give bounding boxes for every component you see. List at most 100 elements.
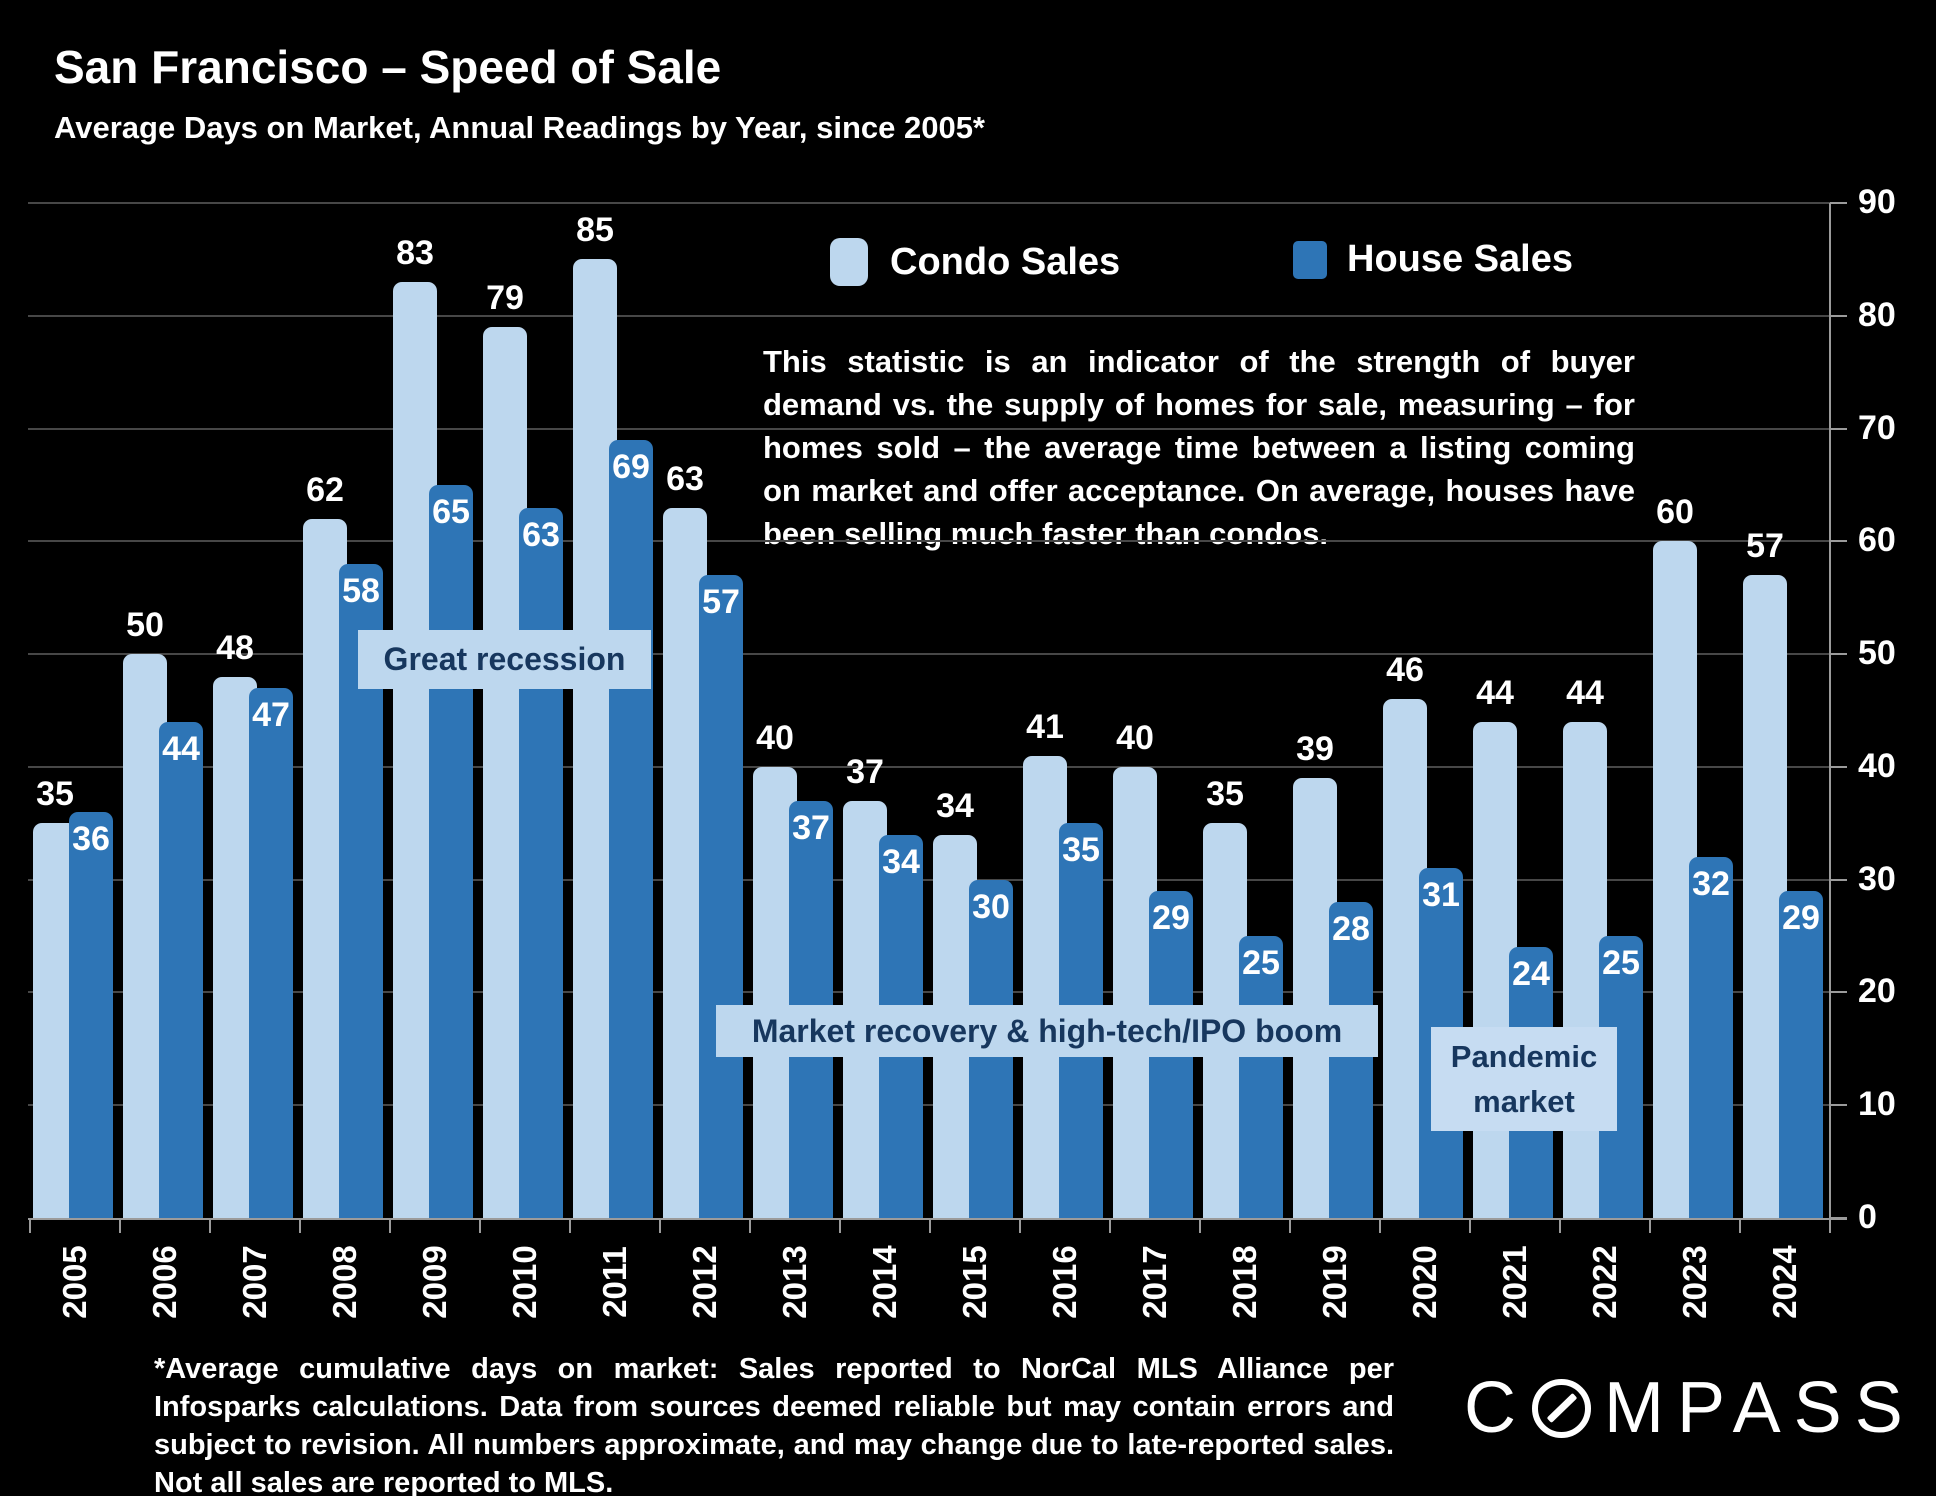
year-label-2012: 2012 — [686, 1245, 723, 1319]
bar-label-house-2016: 35 — [1062, 831, 1100, 870]
bar-house-2005 — [69, 812, 113, 1218]
bar-label-condo-2006: 50 — [126, 606, 164, 645]
bar-label-condo-2014: 37 — [846, 752, 884, 791]
y-tick-label: 30 — [1858, 859, 1896, 898]
x-axis-tick — [1019, 1218, 1021, 1233]
year-label-2006: 2006 — [146, 1245, 183, 1319]
x-axis-tick — [929, 1218, 931, 1233]
x-axis-tick — [119, 1218, 121, 1233]
x-axis-tick — [1739, 1218, 1741, 1233]
bar-label-condo-2020: 46 — [1386, 651, 1424, 690]
x-axis-tick — [209, 1218, 211, 1233]
legend-house-label: House Sales — [1347, 238, 1573, 280]
bar-label-house-2017: 29 — [1152, 898, 1190, 937]
year-label-2024: 2024 — [1766, 1245, 1803, 1319]
bar-label-house-2024: 29 — [1782, 898, 1820, 937]
annotation-great-recession: Great recession — [358, 630, 651, 689]
bar-label-condo-2008: 62 — [306, 470, 344, 509]
bar-label-house-2006: 44 — [162, 729, 200, 768]
legend-condo: Condo Sales — [830, 238, 1120, 286]
description-text: This statistic is an indicator of the st… — [763, 344, 1635, 551]
y-axis-tick — [1830, 202, 1847, 204]
y-tick-label: 60 — [1858, 521, 1896, 560]
bar-label-condo-2012: 63 — [666, 459, 704, 498]
annotation-market-recovery: Market recovery & high-tech/IPO boom — [716, 1005, 1378, 1057]
page-subtitle: Average Days on Market, Annual Readings … — [54, 110, 985, 145]
bar-label-condo-2017: 40 — [1116, 718, 1154, 757]
x-axis-tick — [749, 1218, 751, 1233]
bar-label-condo-2021: 44 — [1476, 673, 1514, 712]
house-swatch-icon — [1293, 240, 1327, 279]
gridline — [28, 314, 1830, 317]
year-label-2021: 2021 — [1496, 1245, 1533, 1319]
gridline — [28, 202, 1830, 204]
bar-house-2007 — [249, 687, 293, 1218]
bar-label-condo-2009: 83 — [396, 233, 434, 272]
bar-label-condo-2011: 85 — [576, 211, 614, 250]
gridline — [28, 1104, 1830, 1107]
year-label-2007: 2007 — [236, 1245, 273, 1319]
x-axis-tick — [389, 1218, 391, 1233]
bar-label-condo-2018: 35 — [1206, 775, 1244, 814]
bar-label-condo-2019: 39 — [1296, 730, 1334, 769]
y-tick-label: 90 — [1858, 183, 1896, 221]
bar-label-condo-2023: 60 — [1656, 493, 1694, 532]
year-label-2009: 2009 — [416, 1245, 453, 1319]
bar-label-house-2005: 36 — [72, 820, 110, 858]
x-axis-tick — [1199, 1218, 1201, 1233]
legend-condo-label: Condo Sales — [890, 240, 1121, 283]
y-tick-label: 70 — [1858, 408, 1896, 447]
year-label-2005: 2005 — [56, 1245, 93, 1319]
x-axis-tick — [1829, 1218, 1831, 1233]
bar-label-house-2009: 65 — [432, 492, 470, 531]
year-label-2017: 2017 — [1136, 1245, 1173, 1319]
y-axis-tick — [1830, 1104, 1847, 1107]
gridline — [28, 540, 1830, 543]
y-axis-tick — [1830, 540, 1847, 543]
x-axis-tick — [479, 1218, 481, 1233]
x-axis-line — [28, 1218, 1847, 1220]
y-axis-line — [1829, 203, 1831, 1218]
year-label-2016: 2016 — [1046, 1245, 1083, 1319]
bar-label-house-2012: 57 — [702, 583, 740, 622]
x-axis-tick — [1469, 1218, 1471, 1233]
year-label-2008: 2008 — [326, 1245, 363, 1319]
x-axis-tick — [659, 1218, 661, 1233]
y-tick-label: 80 — [1858, 295, 1896, 334]
bar-house-2023 — [1689, 857, 1733, 1218]
y-axis-tick — [1830, 878, 1847, 881]
bar-label-house-2023: 32 — [1692, 865, 1730, 904]
y-tick-label: 50 — [1858, 634, 1896, 673]
compass-o-icon — [1532, 1378, 1591, 1438]
bar-label-house-2010: 63 — [522, 515, 560, 554]
bar-label-condo-2007: 48 — [216, 628, 254, 667]
bar-label-condo-2015: 34 — [936, 786, 974, 825]
bar-label-house-2020: 31 — [1422, 876, 1460, 915]
footnote-text: *Average cumulative days on market: Sale… — [154, 1353, 1394, 1496]
year-label-2014: 2014 — [866, 1245, 903, 1319]
page-title: San Francisco – Speed of Sale — [54, 41, 722, 93]
bar-label-condo-2005: 35 — [36, 775, 74, 814]
bar-label-house-2022: 25 — [1602, 944, 1640, 983]
y-axis-tick — [1830, 765, 1847, 768]
x-axis-tick — [569, 1218, 571, 1233]
bar-house-2010 — [519, 507, 563, 1218]
bar-label-house-2021: 24 — [1512, 955, 1550, 994]
logo-letters-mpass: MPASS — [1604, 1368, 1916, 1448]
annotation-pandemic-line2: market — [1473, 1084, 1575, 1119]
bar-house-2019 — [1329, 902, 1373, 1218]
year-label-2011: 2011 — [596, 1246, 633, 1318]
x-axis-tick — [29, 1218, 31, 1233]
year-label-2013: 2013 — [776, 1245, 813, 1319]
year-label-2018: 2018 — [1226, 1245, 1263, 1319]
bar-label-condo-2016: 41 — [1026, 707, 1064, 746]
bar-house-2009 — [429, 484, 473, 1218]
bar-label-house-2015: 30 — [972, 887, 1010, 926]
x-axis-tick — [1109, 1218, 1111, 1233]
x-axis-tick — [1379, 1218, 1381, 1233]
gridline — [28, 653, 1830, 656]
bar-house-2012 — [699, 575, 743, 1218]
y-axis-tick — [1830, 427, 1847, 430]
bar-house-2006 — [159, 721, 203, 1218]
